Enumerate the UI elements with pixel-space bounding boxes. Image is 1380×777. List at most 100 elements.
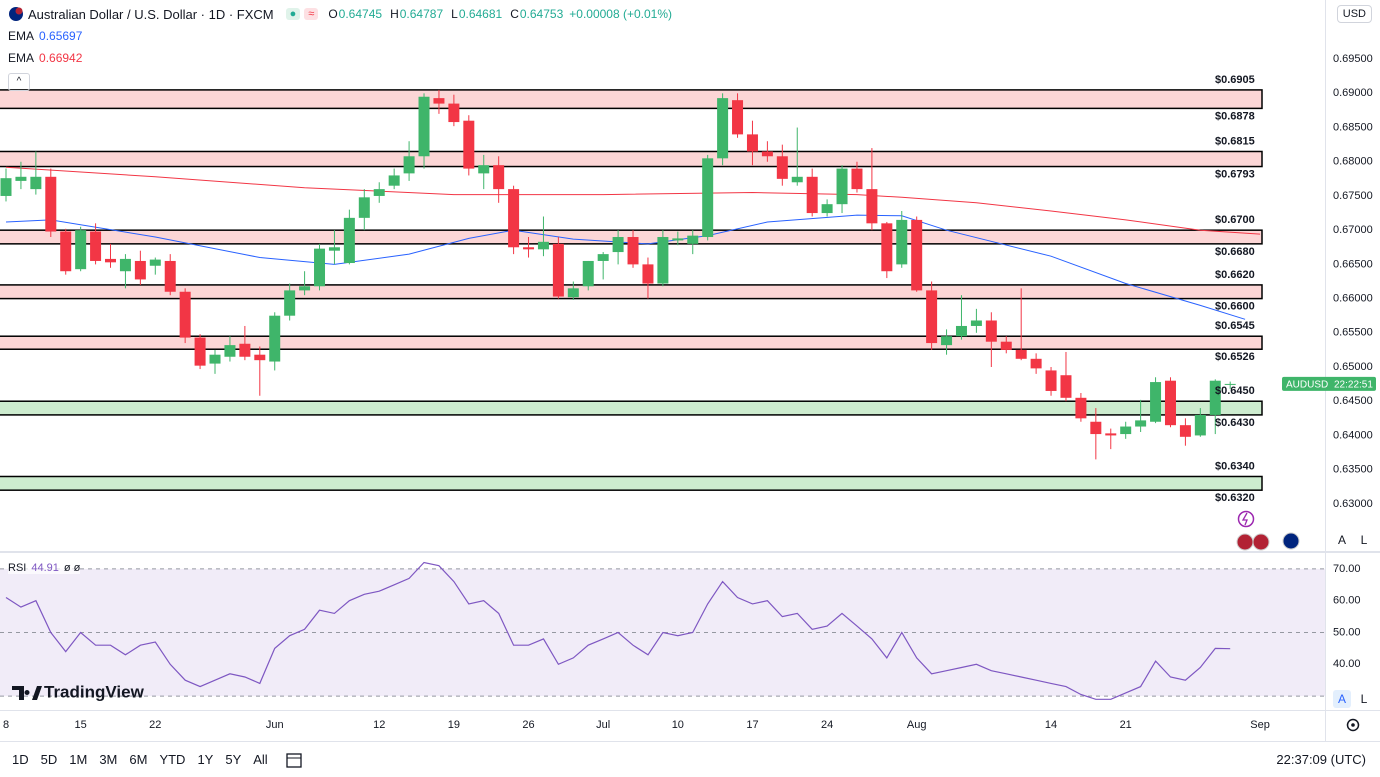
candle-body [493, 165, 505, 190]
candle-body [508, 189, 520, 248]
range-button[interactable]: YTD [159, 752, 186, 767]
y-tick-label: 0.65500 [1333, 327, 1373, 339]
y-tick-label: 0.68000 [1333, 156, 1373, 168]
zone-top-label: $0.6340 [1215, 460, 1255, 472]
candle-body [239, 343, 251, 357]
candle-body [985, 320, 997, 342]
range-button[interactable]: 1D [12, 752, 29, 767]
log-scale-rsi[interactable]: L [1360, 692, 1368, 706]
market-status[interactable]: ● [285, 8, 301, 20]
ohlc-label: L [451, 7, 458, 21]
y-tick-label: 0.64000 [1333, 429, 1373, 441]
ohlc-value: 0.64681 [458, 7, 503, 21]
rsi-line [5, 561, 1231, 700]
candle-body [1045, 370, 1057, 391]
candle-body [1150, 382, 1162, 422]
candle-body [1030, 358, 1042, 369]
date-range-icon[interactable] [284, 750, 304, 770]
ema-name: EMA [8, 29, 35, 43]
candle-body [1164, 380, 1176, 426]
candle-body [911, 219, 923, 291]
ohlc-item: L0.64681 [451, 7, 503, 21]
candle-body [284, 290, 296, 316]
candle-body [851, 168, 863, 190]
collapse-button[interactable]: ^ [8, 73, 30, 91]
candle-body [1224, 383, 1236, 385]
symbol-name: Australian Dollar / U.S. Dollar · 1D · F… [28, 6, 274, 22]
x-tick-label: Sep [1250, 719, 1270, 731]
range-button[interactable]: All [253, 752, 268, 767]
candle-body [314, 248, 326, 287]
main-pane [0, 89, 1263, 491]
ohlc-value: 0.64745 [338, 7, 383, 21]
x-tick-label: 8 [3, 719, 9, 731]
range-button[interactable]: 6M [129, 752, 148, 767]
zone [0, 475, 1263, 491]
range-button[interactable]: 5D [40, 752, 58, 767]
candle-body [537, 241, 549, 250]
brand: TradingView [44, 682, 145, 701]
candle-body [836, 168, 848, 205]
candle-body [761, 151, 773, 157]
ohlc-value: 0.64787 [399, 7, 444, 21]
candle-body [30, 176, 42, 190]
range-button[interactable]: 5Y [225, 752, 242, 767]
zone-bottom-label: $0.6680 [1215, 246, 1255, 258]
rsi-name: RSI [8, 562, 27, 574]
zone [0, 335, 1263, 350]
candle-body [806, 176, 818, 214]
candle-body [612, 237, 624, 253]
y-tick-label: 0.66500 [1333, 258, 1373, 270]
zone-bottom-label: $0.6878 [1215, 110, 1255, 122]
candle-body [149, 259, 161, 266]
range-button[interactable]: 3M [99, 752, 118, 767]
rsi-pane [0, 561, 1325, 700]
currency[interactable]: USD [1336, 5, 1372, 23]
zone-top-label: $0.6620 [1215, 269, 1255, 281]
ohlc-item: O0.64745 [328, 7, 383, 21]
candle-body [1209, 380, 1221, 415]
data-status[interactable]: ≈ [304, 8, 319, 20]
candle-body [478, 165, 490, 174]
zone-top-label: $0.6905 [1215, 74, 1255, 86]
candle-body [1075, 397, 1087, 419]
candle-body [1194, 414, 1206, 436]
x-tick-label: 17 [746, 719, 758, 731]
range-button[interactable]: 1Y [197, 752, 214, 767]
candle-body [224, 345, 236, 357]
candle-body [418, 96, 430, 157]
symbol-icon [9, 7, 23, 21]
ema-value: 0.65697 [39, 29, 83, 43]
log-scale[interactable]: L [1360, 533, 1368, 547]
candle-body [627, 237, 639, 265]
change: +0.00008 (+0.01%) [569, 7, 673, 21]
settings-icon[interactable] [1346, 718, 1360, 732]
auto-scale[interactable]: A [1337, 533, 1346, 547]
y-tick-label: 0.69000 [1333, 87, 1373, 99]
candle-body [582, 260, 594, 287]
ema-legend-row: EMA 0.66942 [8, 51, 82, 65]
range-button[interactable]: 1M [69, 752, 88, 767]
y-tick-label: 0.63000 [1333, 498, 1373, 510]
x-tick-label: 24 [821, 719, 833, 731]
clock: 22:37:09 (UTC) [1276, 752, 1366, 767]
y-tick-label: 0.66000 [1333, 292, 1373, 304]
y-tick-label: 0.69500 [1333, 53, 1373, 65]
tradingview-logo: TradingView [12, 682, 145, 701]
candle-body [373, 189, 385, 196]
candle-body [657, 237, 669, 284]
legend-header: Australian Dollar / U.S. Dollar · 1D · F… [8, 6, 672, 22]
zone-top-label: $0.6700 [1215, 214, 1255, 226]
candle-body [597, 254, 609, 261]
candle-body [448, 103, 460, 123]
candle-body [269, 315, 281, 362]
auto-scale-rsi[interactable]: A [1333, 690, 1351, 708]
zone-top-label: $0.6815 [1215, 135, 1255, 147]
rsi-tick-label: 60.00 [1333, 595, 1361, 607]
candle-body [179, 291, 191, 338]
candle-body [209, 354, 221, 364]
x-tick-label: Jul [596, 719, 610, 731]
zone [0, 400, 1263, 416]
y-tick-label: 0.67000 [1333, 224, 1373, 236]
candle-body [1015, 349, 1027, 359]
